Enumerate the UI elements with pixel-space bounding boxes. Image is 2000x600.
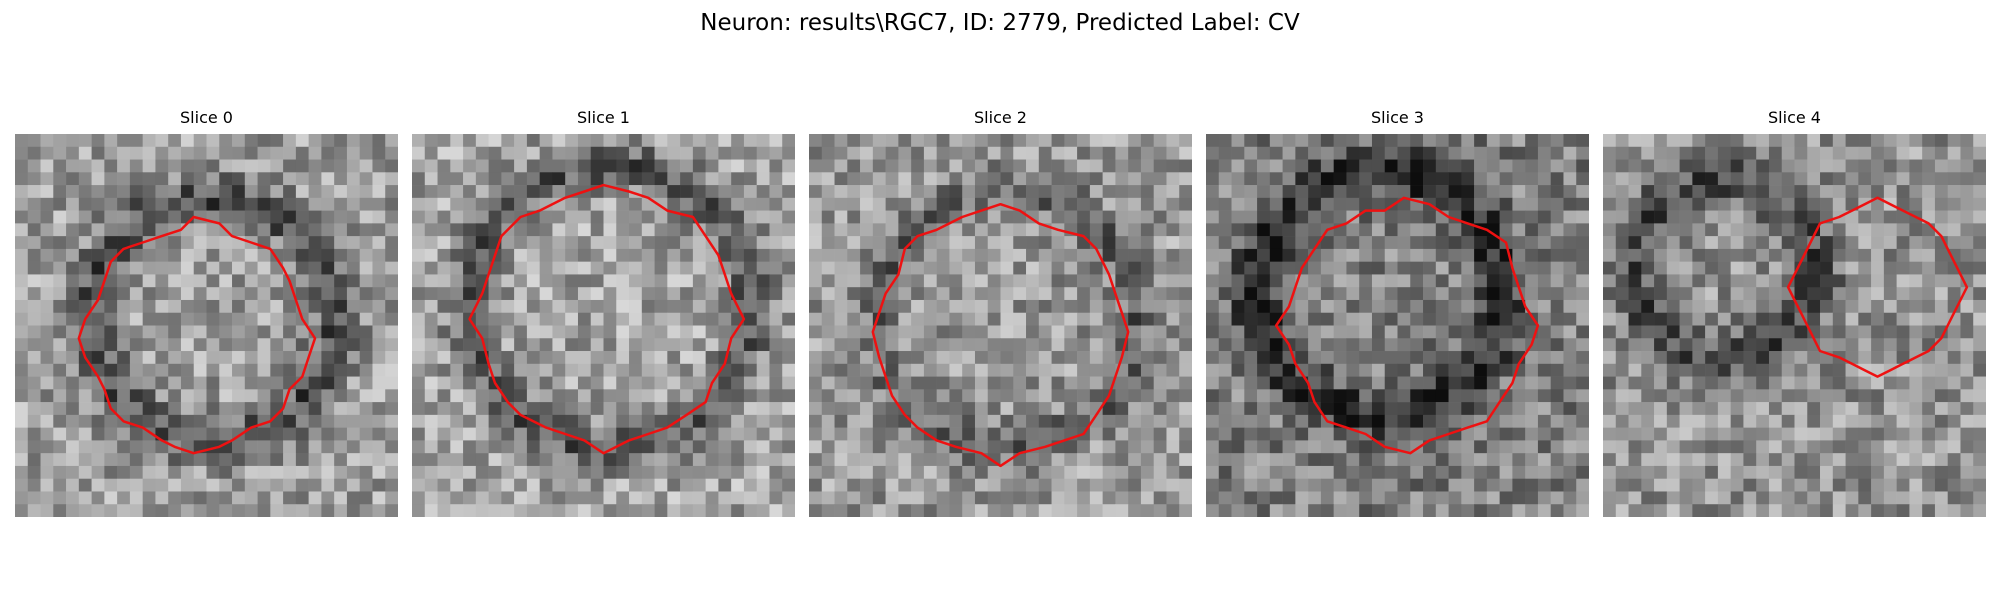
figure-title: Neuron: results\RGC7, ID: 2779, Predicte… <box>700 10 1300 36</box>
pixel-grid <box>1603 134 1986 517</box>
segmentation-contour <box>871 202 1130 468</box>
slice-title: Slice 4 <box>1768 108 1821 127</box>
slice-title: Slice 1 <box>577 108 630 127</box>
slice-panel-3: Slice 3 <box>1206 108 1589 517</box>
slice-image-2 <box>809 134 1192 517</box>
segmentation-contour <box>468 183 746 455</box>
slice-panel-0: Slice 0 <box>15 108 398 517</box>
slice-image-3 <box>1206 134 1589 517</box>
slice-panel-1: Slice 1 <box>412 108 795 517</box>
segmentation-contour <box>77 215 317 455</box>
slice-panel-2: Slice 2 <box>809 108 1192 517</box>
slice-image-0 <box>15 134 398 517</box>
slice-image-1 <box>412 134 795 517</box>
pixel-grid <box>1206 134 1589 517</box>
pixel-grid <box>809 134 1192 517</box>
pixel-grid <box>412 134 795 517</box>
slice-title: Slice 3 <box>1371 108 1424 127</box>
slice-panel-4: Slice 4 <box>1603 108 1986 517</box>
slice-title: Slice 2 <box>974 108 1027 127</box>
segmentation-contour <box>1274 196 1540 455</box>
pixel-grid <box>15 134 398 517</box>
slice-image-4 <box>1603 134 1986 517</box>
segmentation-contour <box>1786 196 1969 378</box>
slice-title: Slice 0 <box>180 108 233 127</box>
